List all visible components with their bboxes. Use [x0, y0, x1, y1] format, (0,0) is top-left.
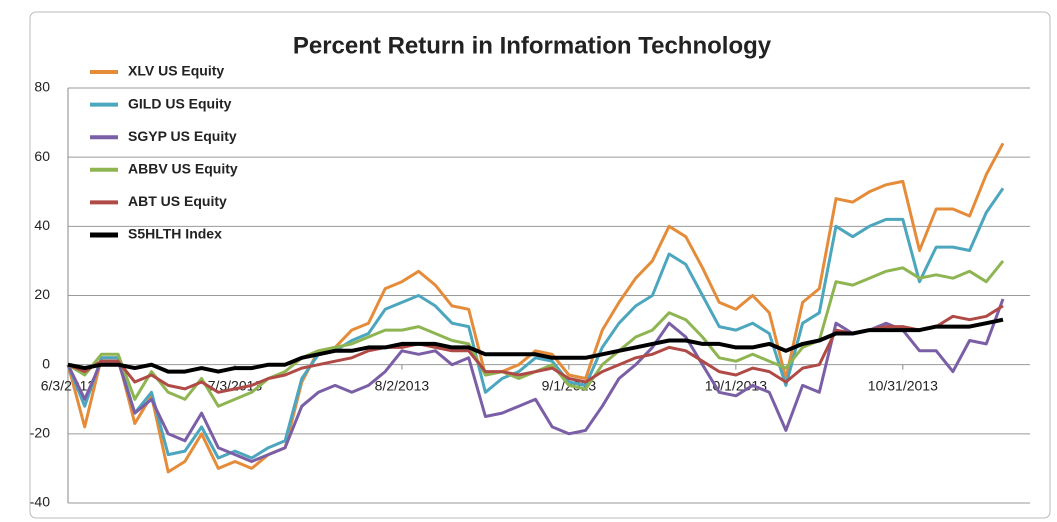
legend-label: XLV US Equity [128, 63, 224, 79]
line-series [66, 298, 1005, 463]
x-tick-label: 7/3/2013 [208, 377, 263, 393]
chart-title: Percent Return in Information Technology [293, 32, 772, 59]
x-tick-label: 10/1/2013 [705, 377, 767, 393]
legend-label: SGYP US Equity [128, 128, 237, 144]
legend-label: ABT US Equity [128, 193, 227, 209]
y-tick-label: 20 [34, 286, 50, 302]
y-tick-label: -40 [30, 494, 50, 510]
y-tick-label: 40 [34, 217, 50, 233]
line-series [66, 142, 1005, 474]
x-tick-label: 6/3/2013 [41, 377, 96, 393]
legend-label: GILD US Equity [128, 95, 232, 111]
legend-label: S5HLTH Index [128, 226, 222, 242]
y-tick-label: 80 [34, 79, 50, 95]
line-series [66, 187, 1005, 460]
chart-frame [29, 11, 1051, 519]
x-tick-label: 8/2/2013 [375, 377, 430, 393]
y-tick-label: 0 [42, 355, 50, 371]
y-tick-label: 60 [34, 148, 50, 164]
y-tick-label: -20 [30, 425, 50, 441]
x-tick-label: 10/31/2013 [868, 377, 938, 393]
legend-label: ABBV US Equity [128, 161, 238, 177]
line-series [67, 317, 1004, 374]
